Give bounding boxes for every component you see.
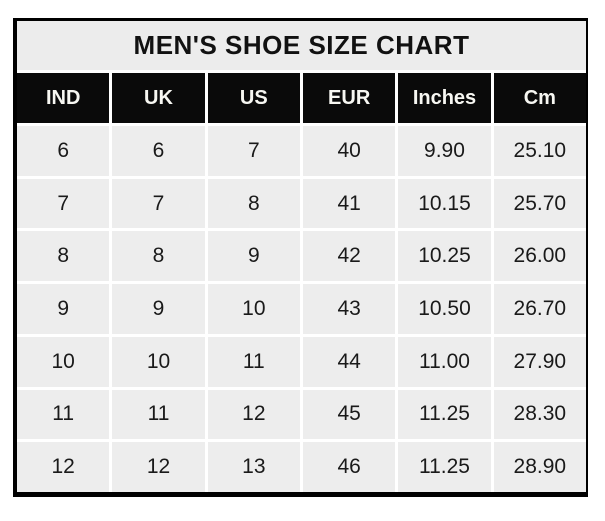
table-cell: 10 [207, 284, 300, 334]
table-cell: 7 [112, 178, 205, 229]
table-cell: 28.30 [493, 389, 586, 440]
column-header-eur: EUR [303, 73, 396, 123]
column-header-us: US [207, 73, 300, 123]
table-cell: 12 [207, 389, 300, 440]
table-cell: 12 [17, 442, 110, 492]
table-cell: 43 [303, 284, 396, 334]
table-cell: 25.70 [493, 178, 586, 229]
table-cell: 12 [112, 442, 205, 492]
table-cell: 8 [207, 178, 300, 229]
table-cell: 25.10 [493, 126, 586, 176]
column-header-cm: Cm [493, 73, 586, 123]
page-title: MEN'S SHOE SIZE CHART [17, 21, 586, 70]
table-cell: 8 [17, 231, 110, 282]
table-cell: 45 [303, 389, 396, 440]
table-cell: 7 [17, 178, 110, 229]
table-cell: 6 [17, 126, 110, 176]
table-cell: 11.00 [398, 336, 491, 387]
table-cell: 6 [112, 126, 205, 176]
table-cell: 46 [303, 442, 396, 492]
table-cell: 11.25 [398, 442, 491, 492]
table-cell: 9.90 [398, 126, 491, 176]
table-cell: 13 [207, 442, 300, 492]
table-cell: 11.25 [398, 389, 491, 440]
table-cell: 11 [17, 389, 110, 440]
table-cell: 26.00 [493, 231, 586, 282]
table-cell: 10.15 [398, 178, 491, 229]
table-cell: 8 [112, 231, 205, 282]
table-cell: 9 [112, 284, 205, 334]
table-cell: 27.90 [493, 336, 586, 387]
table-cell: 11 [207, 336, 300, 387]
column-header-ind: IND [17, 73, 110, 123]
table-cell: 9 [17, 284, 110, 334]
column-header-uk: UK [112, 73, 205, 123]
table-cell: 26.70 [493, 284, 586, 334]
table-cell: 11 [112, 389, 205, 440]
table-cell: 42 [303, 231, 396, 282]
table-cell: 10 [17, 336, 110, 387]
table-cell: 40 [303, 126, 396, 176]
table-cell: 28.90 [493, 442, 586, 492]
table-cell: 10.50 [398, 284, 491, 334]
table-cell: 7 [207, 126, 300, 176]
shoe-size-chart-table: MEN'S SHOE SIZE CHART IND UK US EUR Inch… [13, 18, 588, 497]
table-cell: 10.25 [398, 231, 491, 282]
table-cell: 9 [207, 231, 300, 282]
table-cell: 44 [303, 336, 396, 387]
table-cell: 41 [303, 178, 396, 229]
column-header-inches: Inches [398, 73, 491, 123]
table-cell: 10 [112, 336, 205, 387]
